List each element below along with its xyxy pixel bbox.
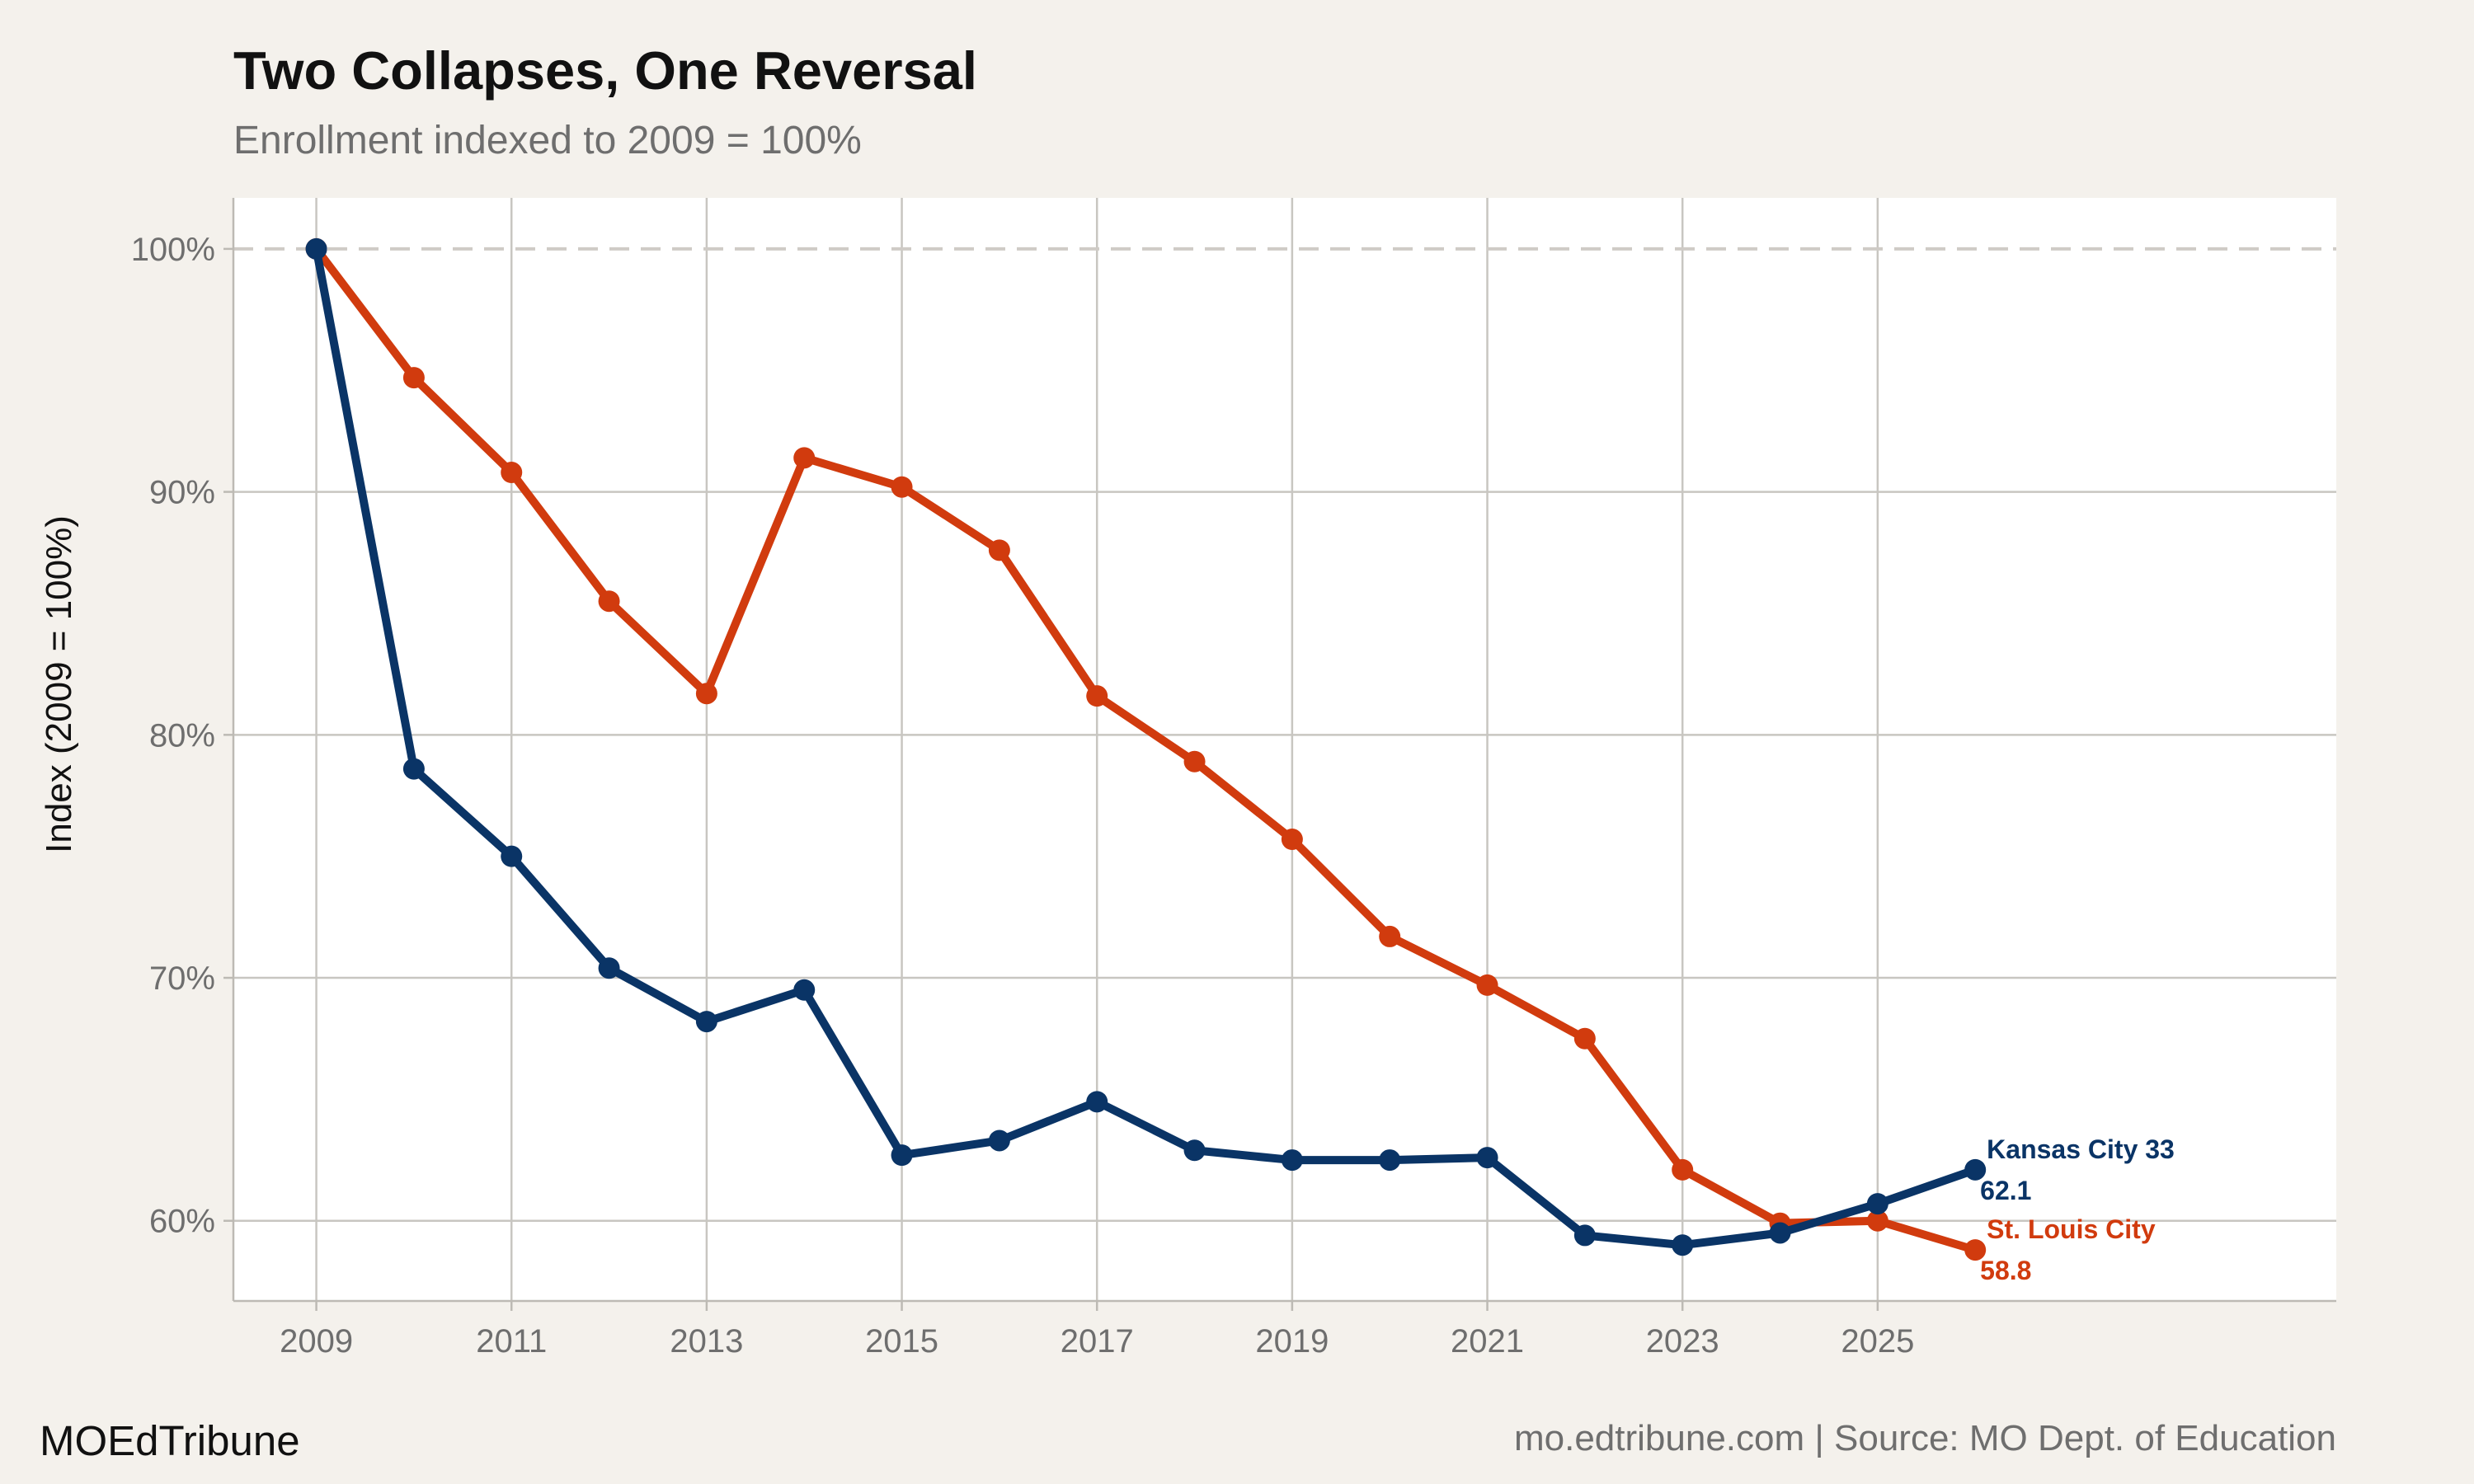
y-tick-label: 90% (149, 475, 215, 511)
x-tick-label: 2015 (865, 1323, 938, 1360)
data-point-kansas-city-33-2021 (1476, 1147, 1498, 1169)
data-point-kansas-city-33-2018 (1183, 1139, 1206, 1162)
y-axis-title: Index (2009 = 100%) (39, 515, 79, 853)
data-point-st-louis-city-2011 (501, 462, 523, 484)
axes: 60% 70% 80% 90% 100% 2009 2011 2013 2015 2017 2019… (131, 198, 2336, 1360)
series-line-kansas-city-33 (312, 244, 1980, 1250)
series-group (305, 237, 1987, 1261)
x-tick-label: 2011 (476, 1323, 547, 1360)
data-point-st-louis-city-2012 (598, 590, 620, 613)
data-point-st-louis-city-2022 (1573, 1027, 1596, 1050)
data-point-st-louis-city-2017 (1086, 685, 1108, 707)
end-label-kansas-city-33: Kansas City 33 (1987, 1134, 2175, 1164)
data-point-st-louis-city-2025 (1866, 1209, 1888, 1232)
x-tick-label: 2009 (280, 1323, 353, 1360)
data-point-kansas-city-33-2015 (891, 1144, 913, 1167)
data-point-kansas-city-33-2026 (1964, 1158, 1987, 1181)
y-tick-label: 60% (149, 1204, 215, 1240)
end-value-label-kansas-city-33: 62.1 (1980, 1176, 2031, 1205)
data-point-st-louis-city-2023 (1672, 1158, 1694, 1181)
chart-title: Two Collapses, One Reversal (233, 40, 977, 101)
data-point-st-louis-city-2018 (1183, 750, 1206, 773)
data-point-kansas-city-33-2016 (988, 1129, 1010, 1152)
data-point-kansas-city-33-2011 (501, 845, 523, 867)
data-point-st-louis-city-2026 (1964, 1239, 1987, 1261)
data-point-kansas-city-33-2014 (793, 979, 816, 1001)
data-point-kansas-city-33-2022 (1573, 1224, 1596, 1247)
series-kansas-city-33 (305, 237, 1987, 1256)
series-line-st-louis-city (312, 244, 1980, 1255)
data-point-st-louis-city-2021 (1476, 974, 1498, 996)
data-point-st-louis-city-2016 (988, 539, 1010, 561)
data-point-kansas-city-33-2010 (402, 758, 425, 780)
end-value-label-st-louis-city: 58.8 (1980, 1256, 2031, 1285)
data-point-st-louis-city-2013 (695, 683, 717, 705)
brand-logo-text: MOEdTribune (40, 1417, 300, 1464)
x-tick-label: 2025 (1841, 1323, 1914, 1360)
data-point-st-louis-city-2014 (793, 447, 816, 469)
data-point-kansas-city-33-2013 (695, 1011, 717, 1033)
data-point-kansas-city-33-2025 (1866, 1193, 1888, 1215)
y-tick-label: 100% (131, 232, 215, 268)
series-st-louis-city (305, 237, 1987, 1261)
data-point-kansas-city-33-2017 (1086, 1091, 1108, 1113)
data-point-st-louis-city-2015 (891, 476, 913, 498)
x-tick-label: 2021 (1451, 1323, 1524, 1360)
chart-subtitle: Enrollment indexed to 2009 = 100% (233, 119, 862, 162)
data-point-st-louis-city-2010 (402, 367, 425, 389)
plot-background (233, 198, 2336, 1301)
data-point-kansas-city-33-2012 (598, 957, 620, 979)
data-point-kansas-city-33-2020 (1379, 1149, 1401, 1172)
data-point-kansas-city-33-2019 (1281, 1149, 1303, 1172)
data-point-st-louis-city-2019 (1281, 829, 1303, 851)
x-tick-label: 2017 (1061, 1323, 1134, 1360)
y-tick-label: 80% (149, 717, 215, 754)
end-labels: St. Louis City 58.8 Kansas City 33 62.1 (1980, 1134, 2175, 1285)
end-label-st-louis-city: St. Louis City (1987, 1214, 2156, 1244)
x-tick-label: 2013 (670, 1323, 743, 1360)
data-point-kansas-city-33-2023 (1672, 1234, 1694, 1256)
x-tick-label: 2019 (1255, 1323, 1329, 1360)
source-note: mo.edtribune.com | Source: MO Dept. of E… (1513, 1418, 2336, 1458)
data-point-st-louis-city-2020 (1379, 925, 1401, 947)
data-point-kansas-city-33-2009 (305, 237, 327, 260)
grid (233, 198, 2336, 1301)
x-tick-label: 2023 (1646, 1323, 1719, 1360)
y-tick-label: 70% (149, 960, 215, 997)
data-point-kansas-city-33-2024 (1769, 1222, 1791, 1244)
